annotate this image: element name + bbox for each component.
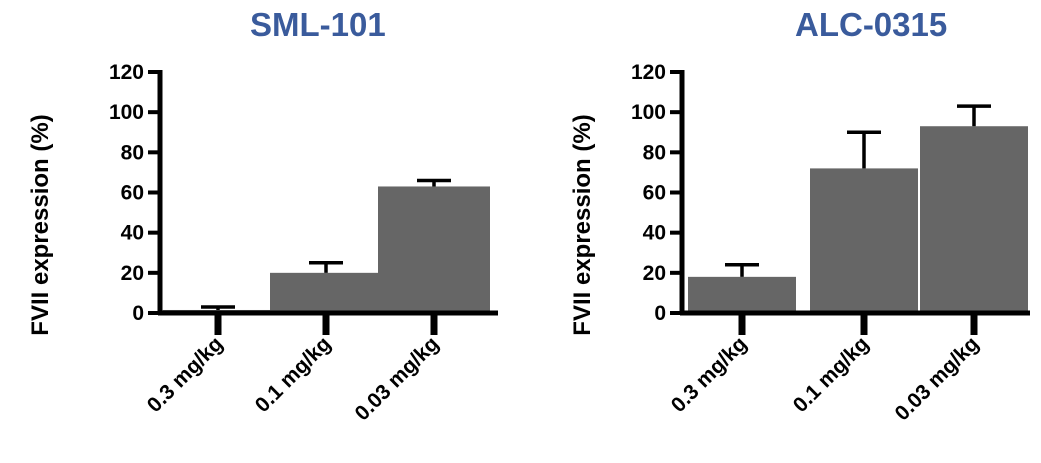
category-label: 0.3 mg/kg bbox=[667, 332, 752, 417]
category-label: 0.1 mg/kg bbox=[789, 332, 874, 417]
bar bbox=[378, 186, 490, 313]
bar bbox=[270, 272, 382, 313]
y-tick-label: 120 bbox=[631, 61, 666, 84]
y-tick-label: 40 bbox=[643, 222, 666, 245]
y-axis-label: FVII expression (%) bbox=[569, 114, 596, 335]
category-label: 0.1 mg/kg bbox=[251, 332, 336, 417]
chart-title: SML-101 bbox=[250, 6, 386, 43]
y-tick-label: 80 bbox=[643, 141, 666, 164]
y-tick-label: 20 bbox=[643, 262, 666, 285]
chart-title: ALC-0315 bbox=[795, 6, 948, 43]
y-tick-label: 60 bbox=[643, 182, 666, 205]
chart-panel-sml-101: SML-101 FVII expression (%) 0 20 40 60 80 100 1… bbox=[0, 0, 520, 463]
bar bbox=[920, 126, 1028, 313]
y-tick-label: 0 bbox=[654, 302, 666, 325]
bar bbox=[688, 276, 796, 313]
y-axis-label: FVII expression (%) bbox=[27, 114, 54, 335]
bar-chart-svg: FVII expression (%) 0 20 40 60 80 100 120 0.3 mg… bbox=[569, 61, 1030, 425]
chart-panel-alc-0315: ALC-0315 FVII expression (%) 0 20 40 60 80 100… bbox=[545, 0, 1041, 463]
category-label: 0.3 mg/kg bbox=[143, 332, 228, 417]
y-tick-label: 120 bbox=[109, 61, 144, 84]
y-tick-label: 20 bbox=[121, 262, 144, 285]
category-label: 0.03 mg/kg bbox=[351, 332, 444, 425]
y-tick-label: 0 bbox=[132, 302, 144, 325]
category-label: 0.03 mg/kg bbox=[891, 332, 984, 425]
y-tick-label: 60 bbox=[121, 182, 144, 205]
y-tick-label: 40 bbox=[121, 222, 144, 245]
bar bbox=[810, 168, 918, 313]
y-tick-label: 80 bbox=[121, 141, 144, 164]
y-tick-label: 100 bbox=[631, 101, 666, 124]
y-tick-label: 100 bbox=[109, 101, 144, 124]
bar-chart-svg: FVII expression (%) 0 20 40 60 80 100 120 0.3 mg… bbox=[27, 61, 498, 425]
